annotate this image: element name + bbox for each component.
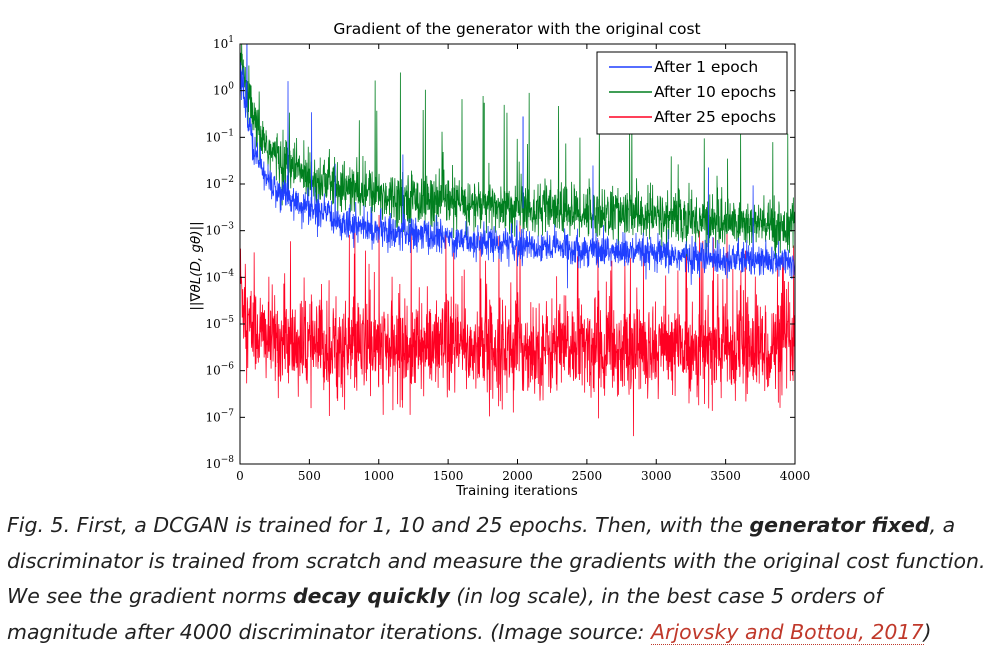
x-tick-label: 0 bbox=[236, 469, 244, 483]
y-tick-label: 10−5 bbox=[205, 315, 234, 331]
x-tick-label: 2500 bbox=[572, 469, 603, 483]
x-axis-label: Training iterations bbox=[455, 483, 578, 499]
y-axis-label: ||∇θL(D, gθ)|| bbox=[188, 221, 204, 310]
caption-bold-decay-quickly: decay quickly bbox=[292, 584, 450, 608]
caption-text-4: ) bbox=[923, 619, 932, 644]
caption-text-3: (in log scale), in the best case 5 order… bbox=[7, 584, 883, 644]
legend: After 1 epoch After 10 epochs After 25 epo… bbox=[596, 51, 788, 135]
chart-title: Gradient of the generator with the origi… bbox=[333, 20, 700, 38]
y-tick-label: 10−2 bbox=[205, 175, 234, 191]
y-tick-label: 10−3 bbox=[205, 222, 234, 238]
legend-box bbox=[596, 51, 788, 135]
figure: Gradient of the generator with the origi… bbox=[180, 10, 820, 502]
y-tick-label: 100 bbox=[213, 82, 234, 98]
gradient-chart: Gradient of the generator with the origi… bbox=[188, 20, 810, 499]
series-line bbox=[240, 214, 795, 437]
axis-ticks: 0 500 1000 1500 2000 2500 3000 3500 4000 101 100 10… bbox=[205, 35, 810, 483]
figure-caption: Fig. 5. First, a DCGAN is trained for 1,… bbox=[7, 508, 992, 650]
legend-label: After 25 epochs bbox=[654, 108, 776, 126]
x-tick-label: 1000 bbox=[363, 469, 394, 483]
caption-text-1: Fig. 5. First, a DCGAN is trained for 1,… bbox=[7, 513, 750, 537]
y-tick-label: 10−4 bbox=[205, 268, 234, 284]
x-tick-label: 500 bbox=[298, 469, 321, 483]
x-tick-label: 3000 bbox=[641, 469, 672, 483]
x-tick-label: 1500 bbox=[433, 469, 464, 483]
caption-text-2: , a discriminator is trained from scratc… bbox=[7, 513, 986, 608]
svg-text:||∇θL(D, gθ)||: ||∇θL(D, gθ)|| bbox=[188, 221, 204, 310]
x-tick-label: 3500 bbox=[710, 469, 741, 483]
y-tick-label: 101 bbox=[213, 35, 234, 51]
x-tick-label: 2000 bbox=[502, 469, 533, 483]
series-line bbox=[240, 44, 795, 259]
legend-label: After 1 epoch bbox=[654, 58, 758, 76]
legend-label: After 10 epochs bbox=[654, 83, 776, 101]
source-link[interactable]: Arjovsky and Bottou, 2017 bbox=[650, 619, 924, 645]
x-tick-label: 4000 bbox=[780, 469, 811, 483]
y-tick-label: 10−8 bbox=[205, 455, 234, 471]
y-tick-label: 10−6 bbox=[205, 362, 234, 378]
caption-bold-generator-fixed: generator fixed bbox=[749, 513, 930, 537]
series-line bbox=[240, 44, 795, 289]
y-tick-label: 10−7 bbox=[205, 408, 234, 424]
y-tick-label: 10−1 bbox=[205, 128, 234, 144]
